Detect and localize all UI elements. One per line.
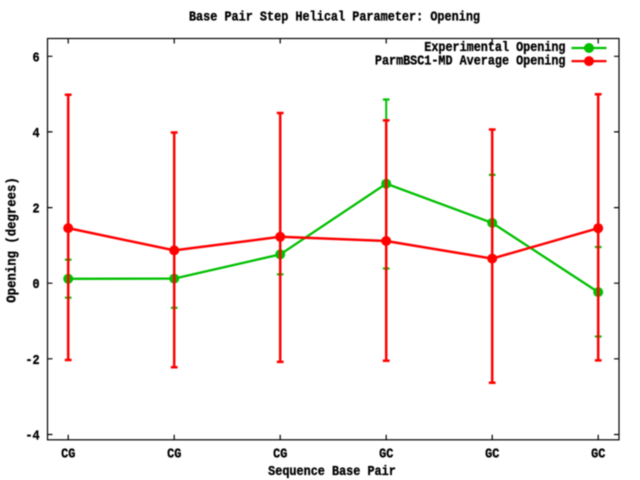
svg-text:-2: -2 bbox=[25, 353, 39, 369]
svg-text:CG: CG bbox=[167, 446, 181, 462]
svg-text:CG: CG bbox=[61, 446, 75, 462]
svg-text:Base Pair Step Helical Paramet: Base Pair Step Helical Parameter: Openin… bbox=[189, 9, 480, 25]
svg-text:Opening (degrees): Opening (degrees) bbox=[4, 177, 20, 302]
svg-text:GC: GC bbox=[379, 446, 394, 462]
svg-text:0: 0 bbox=[33, 277, 40, 293]
svg-text:GC: GC bbox=[591, 446, 606, 462]
svg-text:Sequence Base Pair: Sequence Base Pair bbox=[268, 464, 396, 480]
svg-text:4: 4 bbox=[33, 126, 40, 142]
svg-text:6: 6 bbox=[33, 50, 40, 66]
svg-text:-4: -4 bbox=[25, 429, 39, 445]
svg-text:Experimental Opening: Experimental Opening bbox=[424, 40, 565, 56]
svg-text:ParmBSC1-MD Average Opening: ParmBSC1-MD Average Opening bbox=[375, 53, 566, 69]
svg-text:GC: GC bbox=[485, 446, 500, 462]
svg-text:2: 2 bbox=[33, 202, 40, 218]
svg-text:CG: CG bbox=[273, 446, 287, 462]
